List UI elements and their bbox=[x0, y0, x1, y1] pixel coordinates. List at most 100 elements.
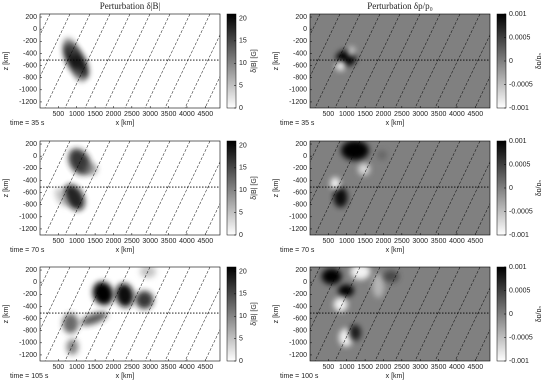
y-tick-label: -600 bbox=[23, 62, 37, 69]
x-tick-label: 500 bbox=[53, 111, 65, 118]
panel: 500 1000 1500 2000 2500 3000 3500 4000 45002000-… bbox=[3, 266, 258, 380]
field-line bbox=[184, 287, 220, 361]
y-tick-label: -1200 bbox=[289, 226, 307, 233]
field-feature bbox=[341, 141, 369, 161]
field-line bbox=[184, 34, 220, 108]
y-tick-label: -600 bbox=[293, 315, 307, 322]
y-tick-label: -1000 bbox=[19, 87, 37, 94]
field-line bbox=[144, 14, 191, 108]
y-tick-label: -200 bbox=[23, 165, 37, 172]
x-tick-label: 2500 bbox=[394, 111, 410, 118]
time-label: time = 70 s bbox=[10, 247, 45, 254]
plot-frame bbox=[39, 140, 221, 236]
x-tick-label: 2500 bbox=[394, 364, 410, 371]
field-line bbox=[164, 141, 211, 235]
colorbar-tick-label: 20 bbox=[239, 142, 247, 149]
y-tick-label: -800 bbox=[293, 328, 307, 335]
y-tick-label: -1200 bbox=[19, 352, 37, 359]
plot-frame bbox=[39, 13, 221, 109]
field-feature bbox=[349, 324, 361, 341]
field-feature bbox=[66, 338, 79, 355]
y-tick-label: -200 bbox=[293, 165, 307, 172]
field-line bbox=[40, 14, 71, 78]
field-feature bbox=[330, 177, 341, 190]
x-tick-label: 1500 bbox=[87, 111, 103, 118]
colorbar-tick-label: 0 bbox=[509, 185, 513, 192]
field-line bbox=[204, 203, 220, 235]
colorbar-label: δ|B| [G] bbox=[251, 302, 258, 326]
y-tick-label: 0 bbox=[33, 26, 37, 33]
field-line bbox=[104, 141, 151, 235]
y-tick-label: 200 bbox=[295, 141, 307, 148]
field-line bbox=[314, 141, 361, 235]
colorbar-label: δp/p₀ bbox=[536, 53, 541, 70]
y-tick-label: 200 bbox=[295, 14, 307, 21]
colorbar-tick-label: 15 bbox=[239, 291, 247, 298]
field-feature bbox=[321, 268, 342, 285]
heatmap bbox=[40, 267, 220, 361]
x-tick-label: 3000 bbox=[142, 364, 158, 371]
colorbar-tick-label: 5 bbox=[239, 209, 243, 216]
field-line bbox=[374, 14, 421, 108]
panel-title: Perturbation δp/p₀ bbox=[367, 1, 433, 11]
y-tick-label: 0 bbox=[33, 153, 37, 160]
field-line bbox=[64, 267, 111, 361]
x-tick-label: 3500 bbox=[161, 111, 177, 118]
x-tick-label: 3000 bbox=[412, 111, 428, 118]
x-tick-label: 2000 bbox=[106, 364, 122, 371]
heatmap bbox=[310, 267, 490, 361]
field-line bbox=[44, 14, 91, 108]
colorbar bbox=[226, 13, 237, 109]
y-tick-label: -400 bbox=[293, 177, 307, 184]
x-tick-label: 3500 bbox=[431, 238, 447, 245]
field-feature bbox=[372, 273, 385, 298]
field-line bbox=[310, 14, 341, 78]
colorbar-tick-label: 20 bbox=[239, 268, 247, 275]
field-line bbox=[394, 267, 441, 361]
colorbar-tick-label: 0.001 bbox=[509, 138, 527, 145]
colorbar-label: δ|B| [G] bbox=[251, 176, 258, 200]
time-label: time = 35 s bbox=[280, 120, 315, 127]
x-tick-label: 4500 bbox=[198, 238, 214, 245]
time-label: time = 100 s bbox=[280, 373, 319, 380]
y-tick-label: -400 bbox=[23, 50, 37, 57]
plot-frame bbox=[309, 140, 491, 236]
field-line bbox=[314, 267, 361, 361]
field-line bbox=[454, 34, 490, 108]
field-line bbox=[354, 267, 401, 361]
field-line bbox=[414, 267, 461, 361]
y-tick-label: -1200 bbox=[289, 99, 307, 106]
colorbar-tick-label: -0.001 bbox=[509, 358, 529, 365]
colorbar-tick-label: 15 bbox=[239, 38, 247, 45]
x-tick-label: 3500 bbox=[431, 111, 447, 118]
x-tick-label: 3000 bbox=[412, 238, 428, 245]
x-tick-label: 4500 bbox=[468, 238, 484, 245]
field-line bbox=[334, 14, 381, 108]
field-line bbox=[164, 267, 211, 361]
heatmap bbox=[310, 141, 490, 235]
field-feature bbox=[140, 267, 156, 278]
x-tick-label: 3000 bbox=[412, 364, 428, 371]
y-tick-label: -800 bbox=[23, 75, 37, 82]
time-label: time = 35 s bbox=[10, 120, 45, 127]
panel: 500 1000 1500 2000 2500 3000 3500 4000 45002000-… bbox=[273, 138, 541, 254]
field-line bbox=[84, 141, 131, 235]
x-tick-label: 2000 bbox=[376, 111, 392, 118]
y-tick-label: -800 bbox=[293, 202, 307, 209]
field-feature bbox=[335, 60, 346, 71]
field-feature bbox=[350, 267, 371, 280]
x-tick-label: 2500 bbox=[124, 238, 140, 245]
x-tick-label: 4000 bbox=[179, 238, 195, 245]
field-feature bbox=[63, 37, 78, 57]
field-line bbox=[144, 141, 191, 235]
plot-frame bbox=[309, 266, 491, 362]
y-tick-label: 0 bbox=[303, 279, 307, 286]
colorbar-tick-label: 10 bbox=[239, 60, 247, 67]
y-tick-label: -1200 bbox=[289, 352, 307, 359]
field-line bbox=[454, 161, 490, 235]
colorbar-tick-label: 10 bbox=[239, 313, 247, 320]
field-line bbox=[454, 287, 490, 361]
y-tick-label: -400 bbox=[23, 303, 37, 310]
y-axis-label: z [km] bbox=[273, 179, 280, 198]
